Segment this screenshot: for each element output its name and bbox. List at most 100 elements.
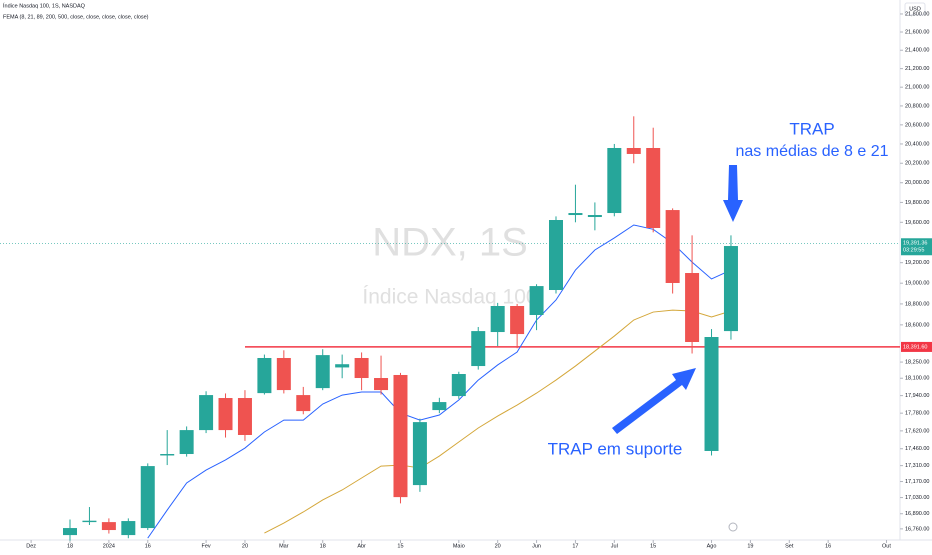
price-label: 19,391.36 bbox=[903, 241, 927, 247]
currency-box[interactable] bbox=[904, 2, 926, 16]
x-tick-label: 15 bbox=[397, 543, 403, 549]
y-tick-label: 17,940.00 bbox=[905, 393, 929, 399]
x-tick-label: Maio bbox=[453, 543, 465, 549]
x-tick-label: 19 bbox=[747, 543, 753, 549]
x-tick-label: Jul bbox=[611, 543, 618, 549]
y-tick-label: 21,600.00 bbox=[905, 29, 929, 35]
candle-body bbox=[549, 220, 563, 291]
y-tick-label: 20,800.00 bbox=[905, 103, 929, 109]
x-tick-label: 16 bbox=[145, 543, 151, 549]
candle-body bbox=[646, 147, 661, 229]
price-label-box bbox=[901, 341, 932, 352]
candle-body bbox=[665, 210, 680, 283]
y-tick-label: 19,800.00 bbox=[905, 200, 929, 206]
candle-body bbox=[335, 364, 350, 368]
y-tick-label: 16,760.00 bbox=[905, 526, 929, 532]
x-tick-label: 17 bbox=[572, 543, 578, 549]
candle-body bbox=[412, 422, 427, 486]
x-tick-label: 20 bbox=[495, 543, 501, 549]
annotation: nas médias de 8 e 21 bbox=[736, 143, 889, 160]
currency: USD bbox=[909, 6, 921, 12]
y-tick-label: 20,000.00 bbox=[905, 180, 929, 186]
x-tick-label: Jun bbox=[532, 543, 541, 549]
candle-body bbox=[471, 331, 486, 367]
y-tick-label: 21,400.00 bbox=[905, 48, 929, 54]
candle-body bbox=[626, 147, 641, 154]
ma-line bbox=[264, 309, 732, 534]
price-label-box bbox=[901, 238, 932, 256]
y-tick-label: 21,200.00 bbox=[905, 66, 929, 72]
x-tick-label: 16 bbox=[825, 543, 831, 549]
candle-body bbox=[568, 213, 583, 216]
candle-body bbox=[179, 430, 194, 455]
arrow bbox=[723, 165, 743, 222]
arrow bbox=[612, 368, 696, 434]
ma-line bbox=[147, 224, 732, 539]
y-tick-label: 17,030.00 bbox=[905, 495, 929, 501]
candle-body bbox=[723, 246, 738, 332]
x-tick-label: Abr bbox=[357, 543, 366, 549]
y-tick-label: 17,170.00 bbox=[905, 479, 929, 485]
candle-body bbox=[393, 374, 408, 498]
candle-body bbox=[218, 398, 233, 431]
candle-body bbox=[121, 521, 136, 536]
x-tick-label: Ago bbox=[707, 543, 717, 549]
candle-body bbox=[451, 374, 466, 397]
indicator-label: FEMA (8, 21, 89, 200, 500, close, close,… bbox=[3, 14, 149, 20]
y-tick-label: 16,890.00 bbox=[905, 511, 929, 517]
y-tick-label: 21,800.00 bbox=[905, 11, 929, 17]
candle-body bbox=[276, 357, 291, 391]
candle-body bbox=[587, 215, 602, 218]
y-tick-label: 17,780.00 bbox=[905, 411, 929, 417]
y-tick-label: 20,200.00 bbox=[905, 161, 929, 167]
candle-body bbox=[607, 147, 622, 214]
candle-body bbox=[685, 273, 700, 342]
icon[interactable] bbox=[728, 522, 738, 532]
candle-body bbox=[704, 337, 719, 451]
candle-body bbox=[490, 306, 505, 333]
y-tick-label: 19,000.00 bbox=[905, 281, 929, 287]
candle-body bbox=[296, 395, 311, 412]
x-tick-label: Set bbox=[785, 543, 794, 549]
y-tick-label: 17,460.00 bbox=[905, 446, 929, 452]
x-tick-label: 2024 bbox=[103, 543, 115, 549]
candle-body bbox=[354, 357, 369, 379]
annotation: TRAP bbox=[789, 119, 834, 138]
candle-body bbox=[237, 398, 252, 435]
candle-body bbox=[257, 357, 272, 394]
candle-body bbox=[315, 355, 330, 389]
watermark: NDX, 1S bbox=[372, 221, 528, 265]
candle-body bbox=[101, 522, 116, 531]
y-tick-label: 21,000.00 bbox=[905, 85, 929, 91]
chart-title: Índice Nasdaq 100, 1S, NASDAQ bbox=[3, 2, 86, 9]
y-tick-label: 18,250.00 bbox=[905, 360, 929, 366]
x-tick-label: 18 bbox=[320, 543, 326, 549]
annotation: TRAP em suporte bbox=[548, 439, 683, 458]
candle-body bbox=[199, 395, 214, 431]
y-tick-label: 18,100.00 bbox=[905, 376, 929, 382]
x-tick-label: Mar bbox=[279, 543, 289, 549]
y-tick-label: 18,600.00 bbox=[905, 322, 929, 328]
y-tick-label: 17,620.00 bbox=[905, 428, 929, 434]
y-tick-label: 18,800.00 bbox=[905, 301, 929, 307]
y-tick-label: 20,600.00 bbox=[905, 122, 929, 128]
watermark: Índice Nasdaq 100 bbox=[362, 286, 537, 309]
y-tick-label: 19,600.00 bbox=[905, 220, 929, 226]
price-label: 18,391.60 bbox=[903, 344, 927, 350]
x-tick-label: 15 bbox=[650, 543, 656, 549]
countdown: 03:29:55 bbox=[903, 248, 924, 254]
candle-body bbox=[432, 402, 447, 411]
candle-body bbox=[82, 520, 97, 523]
x-tick-label: Fev bbox=[201, 543, 210, 549]
y-tick-label: 17,310.00 bbox=[905, 463, 929, 469]
x-tick-label: 18 bbox=[67, 543, 73, 549]
x-tick-label: Out bbox=[882, 543, 891, 549]
candle-body bbox=[510, 306, 525, 335]
candle-body bbox=[63, 528, 77, 536]
candle-body bbox=[374, 378, 389, 391]
y-tick-label: 19,200.00 bbox=[905, 260, 929, 266]
candle-body bbox=[160, 454, 175, 456]
x-tick-label: 20 bbox=[242, 543, 248, 549]
